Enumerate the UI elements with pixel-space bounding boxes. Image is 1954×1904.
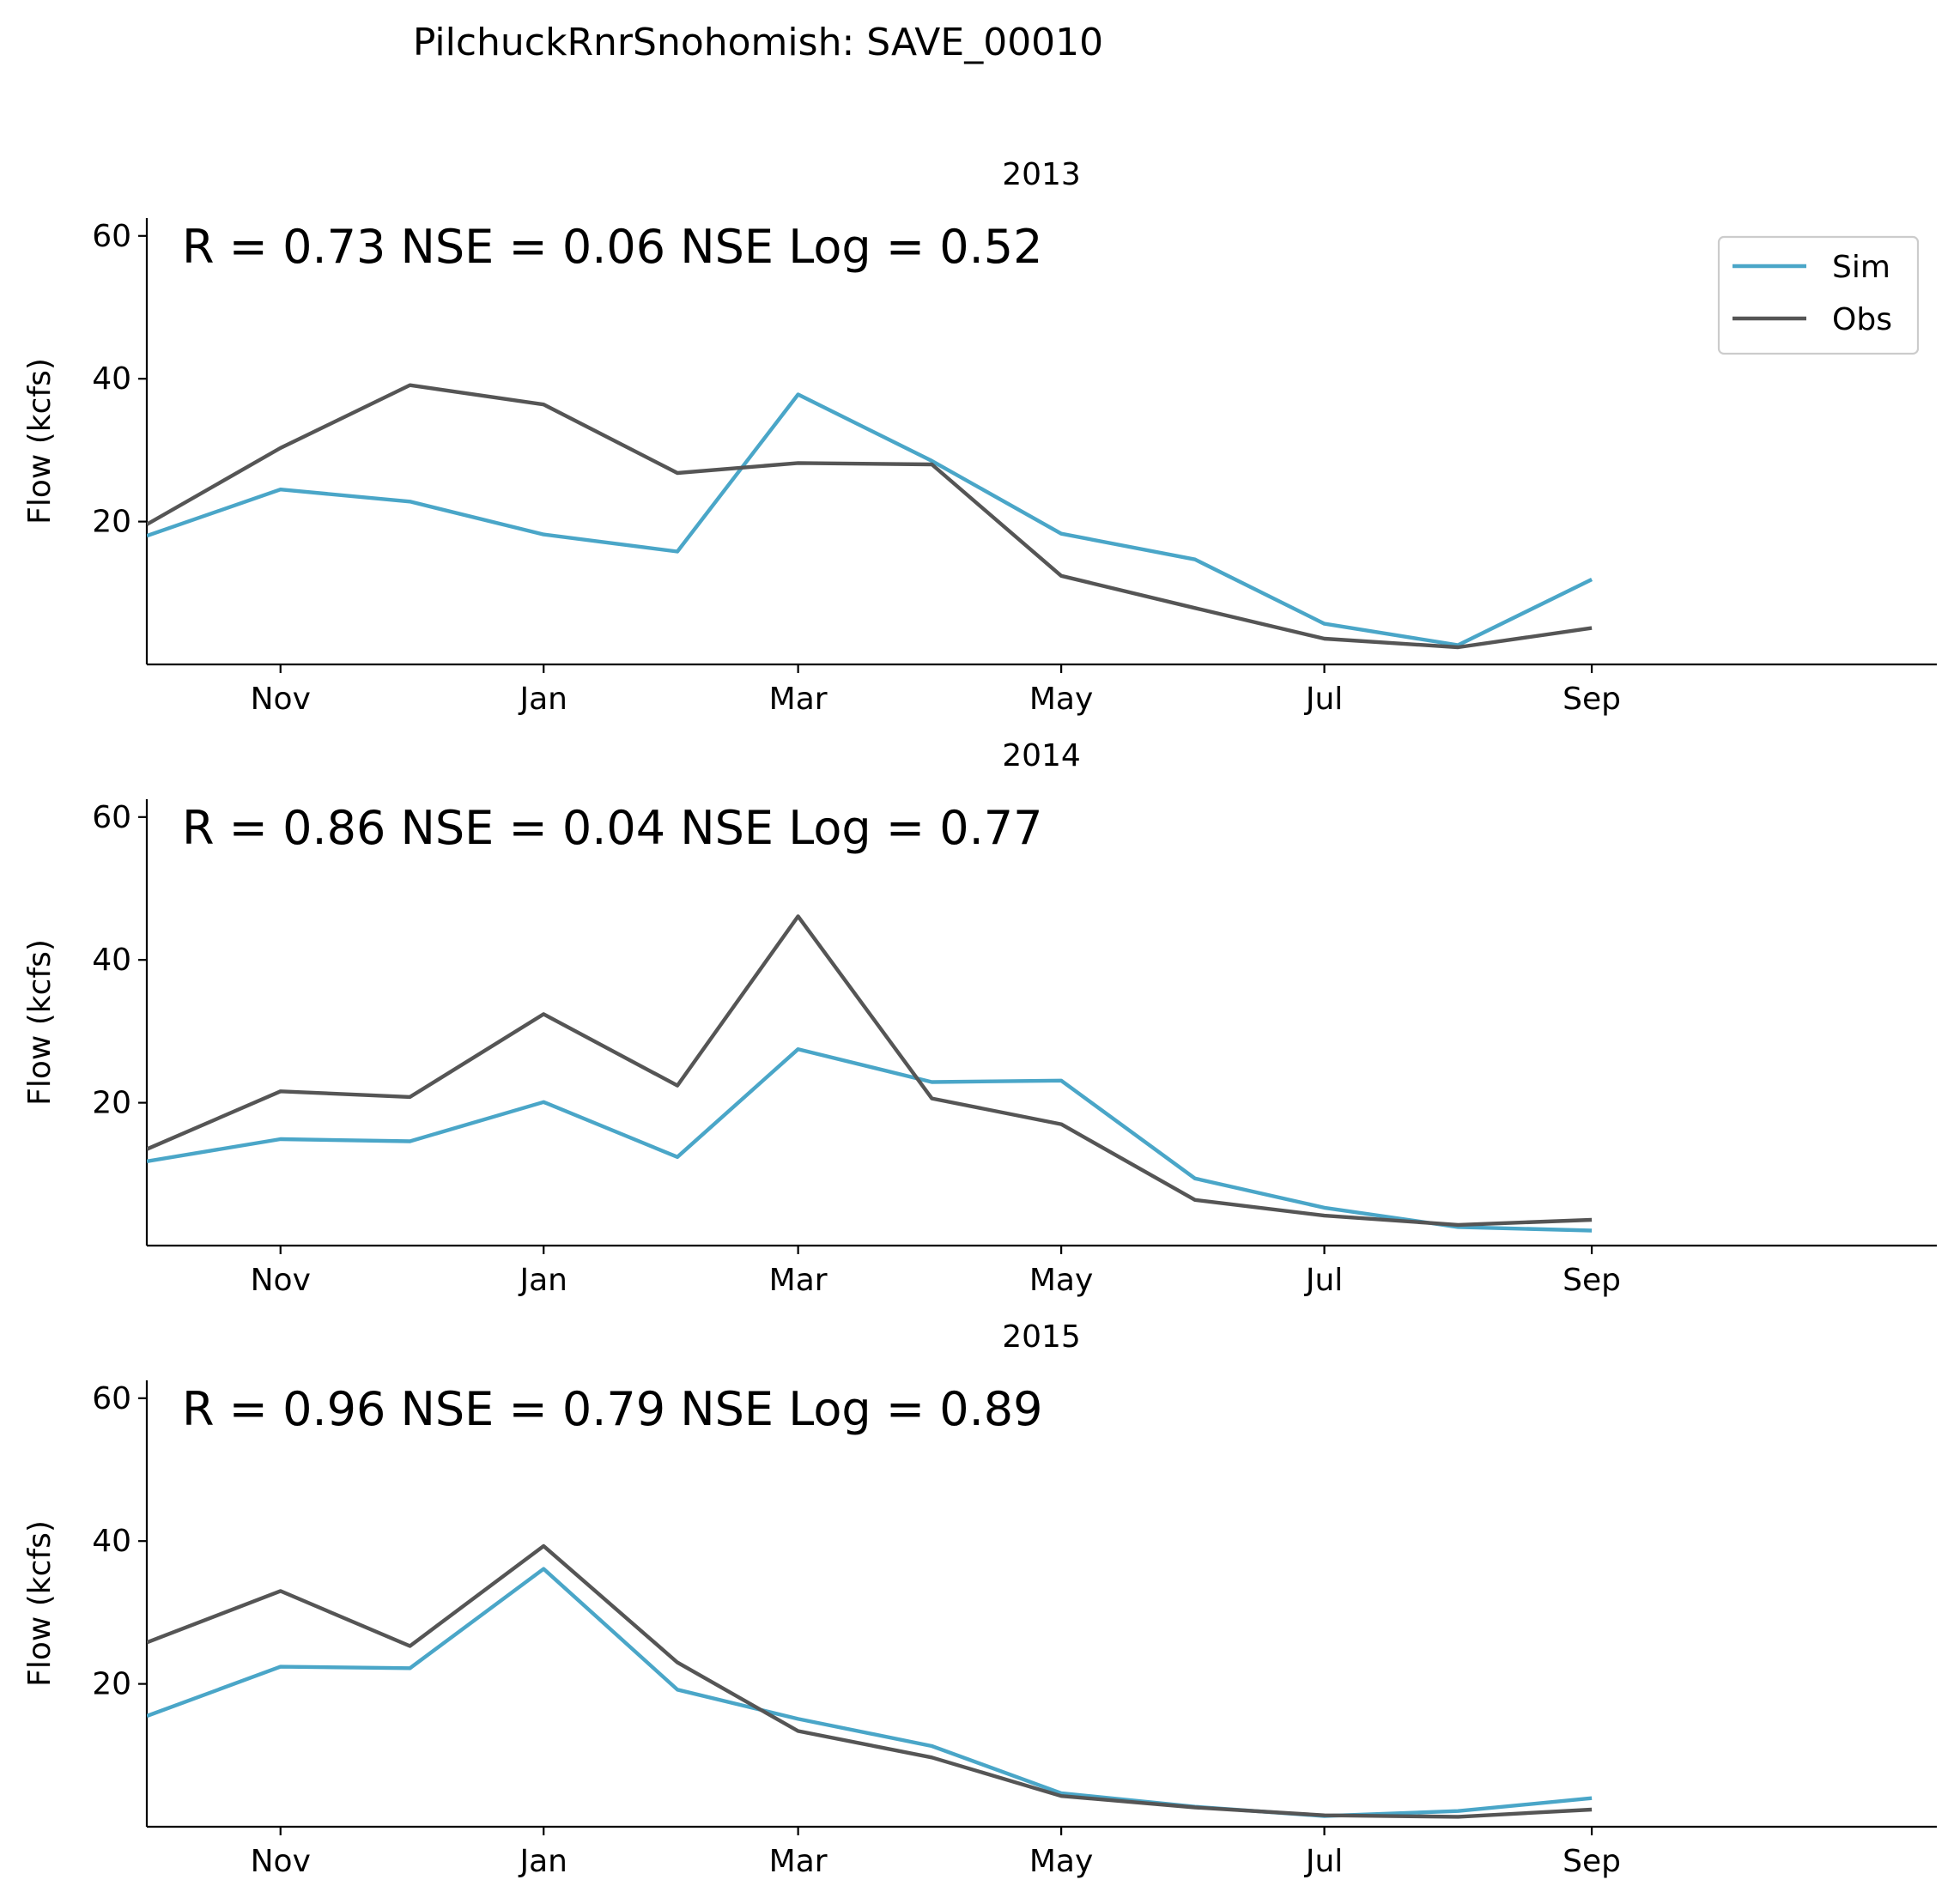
x-tick-label: Jan: [518, 1263, 567, 1298]
panels-group: 2013 20 40 60 Nov Jan Mar May Jul Sep Flow (kcfs) R…: [22, 157, 1937, 1879]
series-line-sim: [147, 392, 1593, 647]
series-line-obs: [147, 914, 1593, 1228]
figure-title: PilchuckRnrSnohomish: SAVE_00010: [413, 21, 1103, 64]
x-tick-label: Jan: [518, 1844, 567, 1879]
x-tick-label: Jul: [1304, 1263, 1343, 1298]
series-line-obs: [147, 1543, 1593, 1819]
y-axis-label: Flow (kcfs): [22, 939, 58, 1106]
panel-2015: 2015 20 40 60 Nov Jan Mar May Jul Sep Flow (kcfs) R…: [22, 1319, 1937, 1879]
x-tick-label: Sep: [1563, 682, 1621, 717]
legend: Sim Obs: [1717, 235, 1920, 355]
y-tick-label: 60: [92, 1381, 131, 1416]
x-tick-label: Mar: [769, 1844, 828, 1879]
y-tick-label: 20: [92, 1667, 131, 1702]
y-tick-label: 20: [92, 505, 131, 540]
x-tick-label: Nov: [251, 1263, 311, 1298]
x-tick-label: Sep: [1563, 1844, 1621, 1879]
series-line-sim: [147, 1046, 1593, 1233]
y-tick-label: 40: [92, 361, 131, 397]
x-tick-label: May: [1029, 1263, 1093, 1298]
x-tick-label: Mar: [769, 682, 828, 717]
legend-label-sim: Sim: [1832, 250, 1890, 285]
y-tick-label: 20: [92, 1086, 131, 1121]
series-line-obs: [147, 383, 1593, 650]
y-tick-label: 40: [92, 1524, 131, 1559]
x-tick-label: May: [1029, 682, 1093, 717]
series-line-sim: [147, 1567, 1593, 1818]
panel-2014: 2014 20 40 60 Nov Jan Mar May Jul Sep Flow (kcfs) R…: [22, 738, 1937, 1298]
panel-2013: 2013 20 40 60 Nov Jan Mar May Jul Sep Flow (kcfs) R…: [22, 157, 1937, 717]
legend-label-obs: Obs: [1832, 302, 1892, 337]
y-tick-label: 60: [92, 800, 131, 835]
x-tick-label: Jul: [1304, 682, 1343, 717]
x-tick-label: Jan: [518, 682, 567, 717]
metrics-annotation: R = 0.73 NSE = 0.06 NSE Log = 0.52: [182, 220, 1042, 274]
x-tick-label: Mar: [769, 1263, 828, 1298]
x-tick-label: Sep: [1563, 1263, 1621, 1298]
y-axis-label: Flow (kcfs): [22, 358, 58, 525]
panel-title: 2013: [1002, 157, 1081, 192]
y-tick-label: 60: [92, 219, 131, 254]
metrics-annotation: R = 0.96 NSE = 0.79 NSE Log = 0.89: [182, 1382, 1042, 1436]
y-axis-label: Flow (kcfs): [22, 1520, 58, 1687]
y-tick-label: 40: [92, 943, 131, 978]
x-tick-label: Nov: [251, 1844, 311, 1879]
metrics-annotation: R = 0.86 NSE = 0.04 NSE Log = 0.77: [182, 801, 1042, 855]
x-tick-label: Nov: [251, 682, 311, 717]
panel-title: 2014: [1002, 738, 1081, 773]
panel-title: 2015: [1002, 1319, 1081, 1355]
x-tick-label: May: [1029, 1844, 1093, 1879]
x-tick-label: Jul: [1304, 1844, 1343, 1879]
